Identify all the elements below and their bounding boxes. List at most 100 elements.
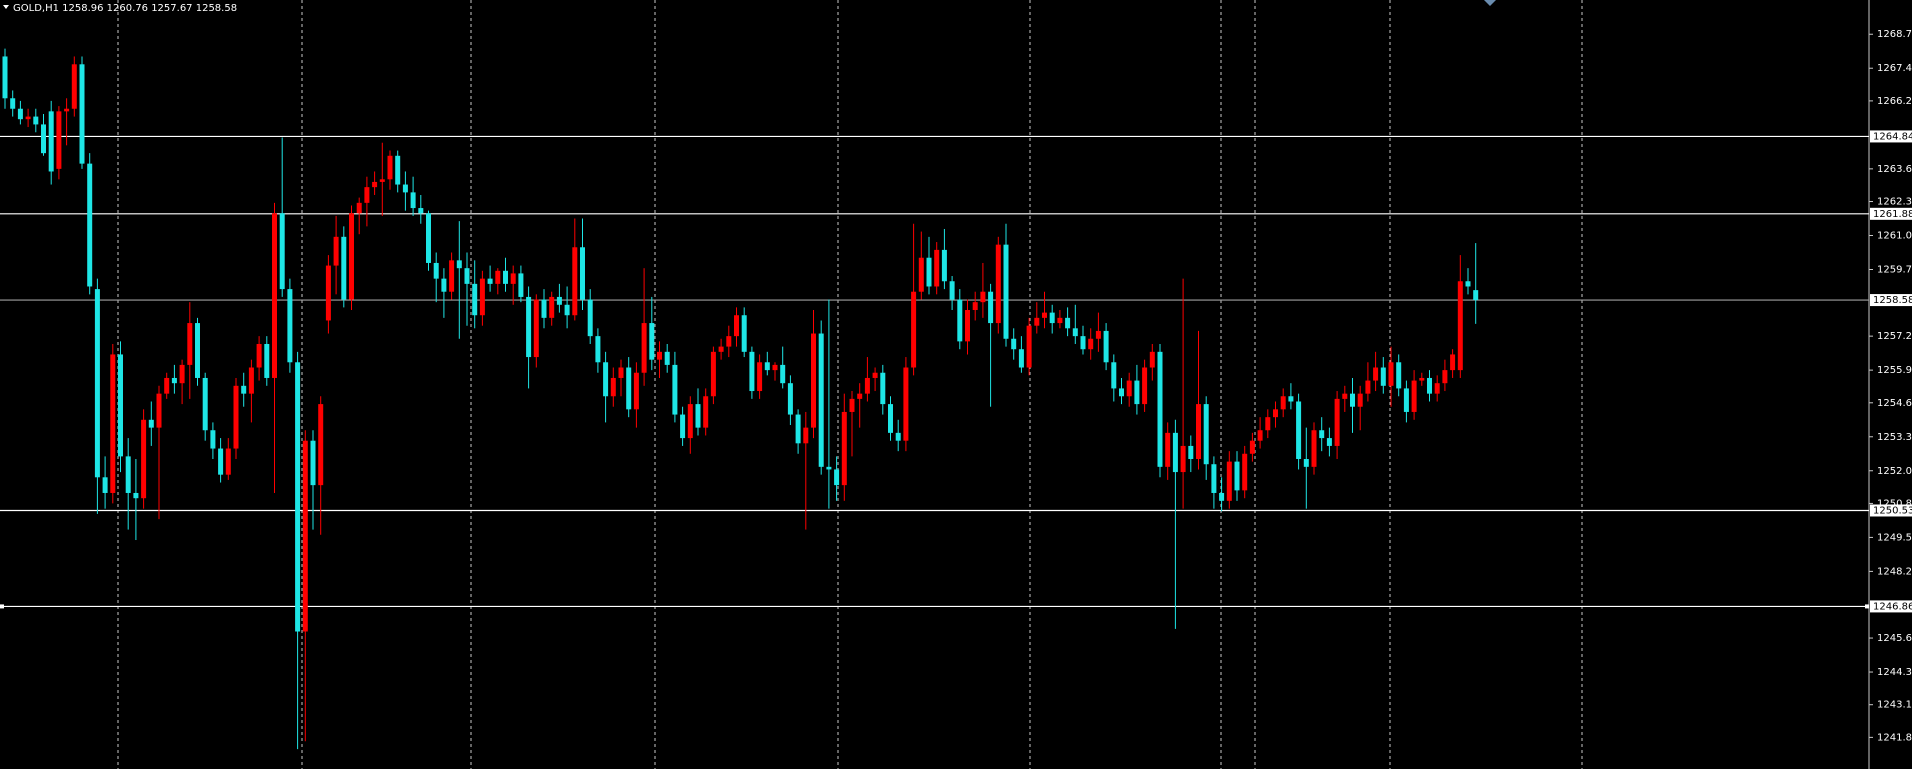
vertical-grid	[117, 0, 1583, 769]
candle-body	[926, 257, 932, 287]
candle-body	[1095, 330, 1101, 339]
candle-body	[1072, 328, 1078, 337]
candle-body	[849, 398, 855, 412]
candle-body	[1034, 317, 1040, 326]
y-tick-label: 1243.10	[1877, 700, 1912, 711]
candle-body	[633, 372, 639, 410]
candle-body	[1119, 388, 1124, 397]
candle-body	[726, 336, 732, 347]
candle-body	[826, 466, 832, 470]
candle-body	[687, 404, 693, 439]
y-tick-label: 1266.20	[1877, 96, 1912, 107]
candle-body	[533, 299, 539, 358]
level-line-label: 1264.84	[1873, 131, 1912, 142]
candle-body	[526, 296, 532, 358]
candle-body	[441, 278, 447, 292]
candle-body	[1388, 362, 1394, 386]
y-tick-label: 1259.75	[1877, 264, 1912, 275]
y-tick-label: 1254.65	[1877, 398, 1912, 409]
level-handle	[0, 604, 4, 609]
level-line-label: 1250.53	[1873, 505, 1912, 516]
candle-body	[1319, 430, 1325, 439]
candle-body	[156, 393, 162, 428]
candle-body	[1026, 325, 1032, 368]
candle-body	[957, 299, 963, 342]
candle-body	[487, 278, 493, 284]
candle-body	[664, 351, 670, 365]
level-line-box	[1870, 504, 1912, 517]
y-tick-label: 1257.20	[1877, 331, 1912, 342]
candle-body	[857, 393, 863, 399]
candle-body	[110, 354, 116, 493]
candle-body	[187, 323, 193, 365]
candle-body	[780, 364, 786, 384]
candle-body	[841, 411, 847, 486]
candle-body	[787, 383, 793, 415]
candle-body	[302, 440, 308, 632]
candle-body	[1057, 317, 1063, 324]
candle-body	[610, 377, 616, 397]
candle-body	[379, 179, 385, 182]
candle-body	[479, 278, 485, 316]
candle-body	[595, 336, 601, 363]
candle-body	[318, 404, 324, 486]
candle-body	[1234, 461, 1240, 491]
candle-body	[972, 302, 978, 311]
candle-body	[757, 362, 763, 392]
candle-body	[888, 404, 893, 433]
candle-body	[918, 257, 924, 292]
candle-body	[618, 367, 624, 378]
candle-body	[564, 304, 570, 316]
candle-body	[1342, 393, 1348, 399]
candle-body	[649, 323, 655, 360]
candle-body	[734, 315, 739, 337]
candle-body	[333, 236, 339, 266]
candle-body	[641, 323, 647, 373]
level-line-label: 1261.88	[1873, 209, 1912, 220]
candle-body	[1326, 438, 1332, 446]
candle-body	[17, 108, 23, 120]
candle-body	[2, 56, 8, 99]
candle-body	[703, 396, 709, 428]
candle-body	[1350, 393, 1355, 407]
candle-body	[395, 155, 401, 185]
level-line-box	[1870, 130, 1912, 143]
candle-body	[872, 372, 878, 378]
candle-body	[64, 108, 70, 112]
candle-body	[1450, 354, 1456, 371]
chart-menu-arrow[interactable]	[3, 5, 9, 9]
candle-body	[171, 377, 177, 384]
candle-body	[464, 268, 470, 284]
candle-body	[133, 492, 139, 499]
candle-body	[41, 124, 46, 154]
candle-body	[456, 260, 462, 269]
y-tick-label: 1249.50	[1877, 532, 1912, 543]
candle-body	[48, 111, 54, 172]
candle-body	[580, 247, 585, 300]
candle-body	[125, 456, 131, 493]
y-tick-label: 1263.60	[1877, 164, 1912, 175]
candle-body	[549, 296, 555, 318]
candle-body	[1334, 398, 1340, 446]
candle-body	[1103, 330, 1109, 363]
y-tick-label: 1252.05	[1877, 466, 1912, 477]
candle-body	[1180, 445, 1186, 473]
candle-body	[695, 404, 701, 428]
candle-body	[1157, 351, 1163, 467]
candle-body	[94, 289, 100, 478]
candle-body	[603, 362, 609, 397]
candle-body	[148, 419, 154, 428]
bid-line-label: 1258.58	[1873, 295, 1912, 306]
candle-body	[680, 414, 686, 439]
candle-body	[741, 315, 747, 352]
candle-body	[1403, 388, 1409, 412]
candle-body	[626, 367, 632, 410]
candle-body	[256, 343, 262, 368]
candle-body	[1003, 244, 1009, 339]
candle-body	[941, 249, 947, 282]
candle-body	[87, 163, 93, 287]
candle-body	[102, 477, 108, 493]
candle-body	[949, 281, 955, 300]
period-separator-marker	[1484, 0, 1496, 6]
